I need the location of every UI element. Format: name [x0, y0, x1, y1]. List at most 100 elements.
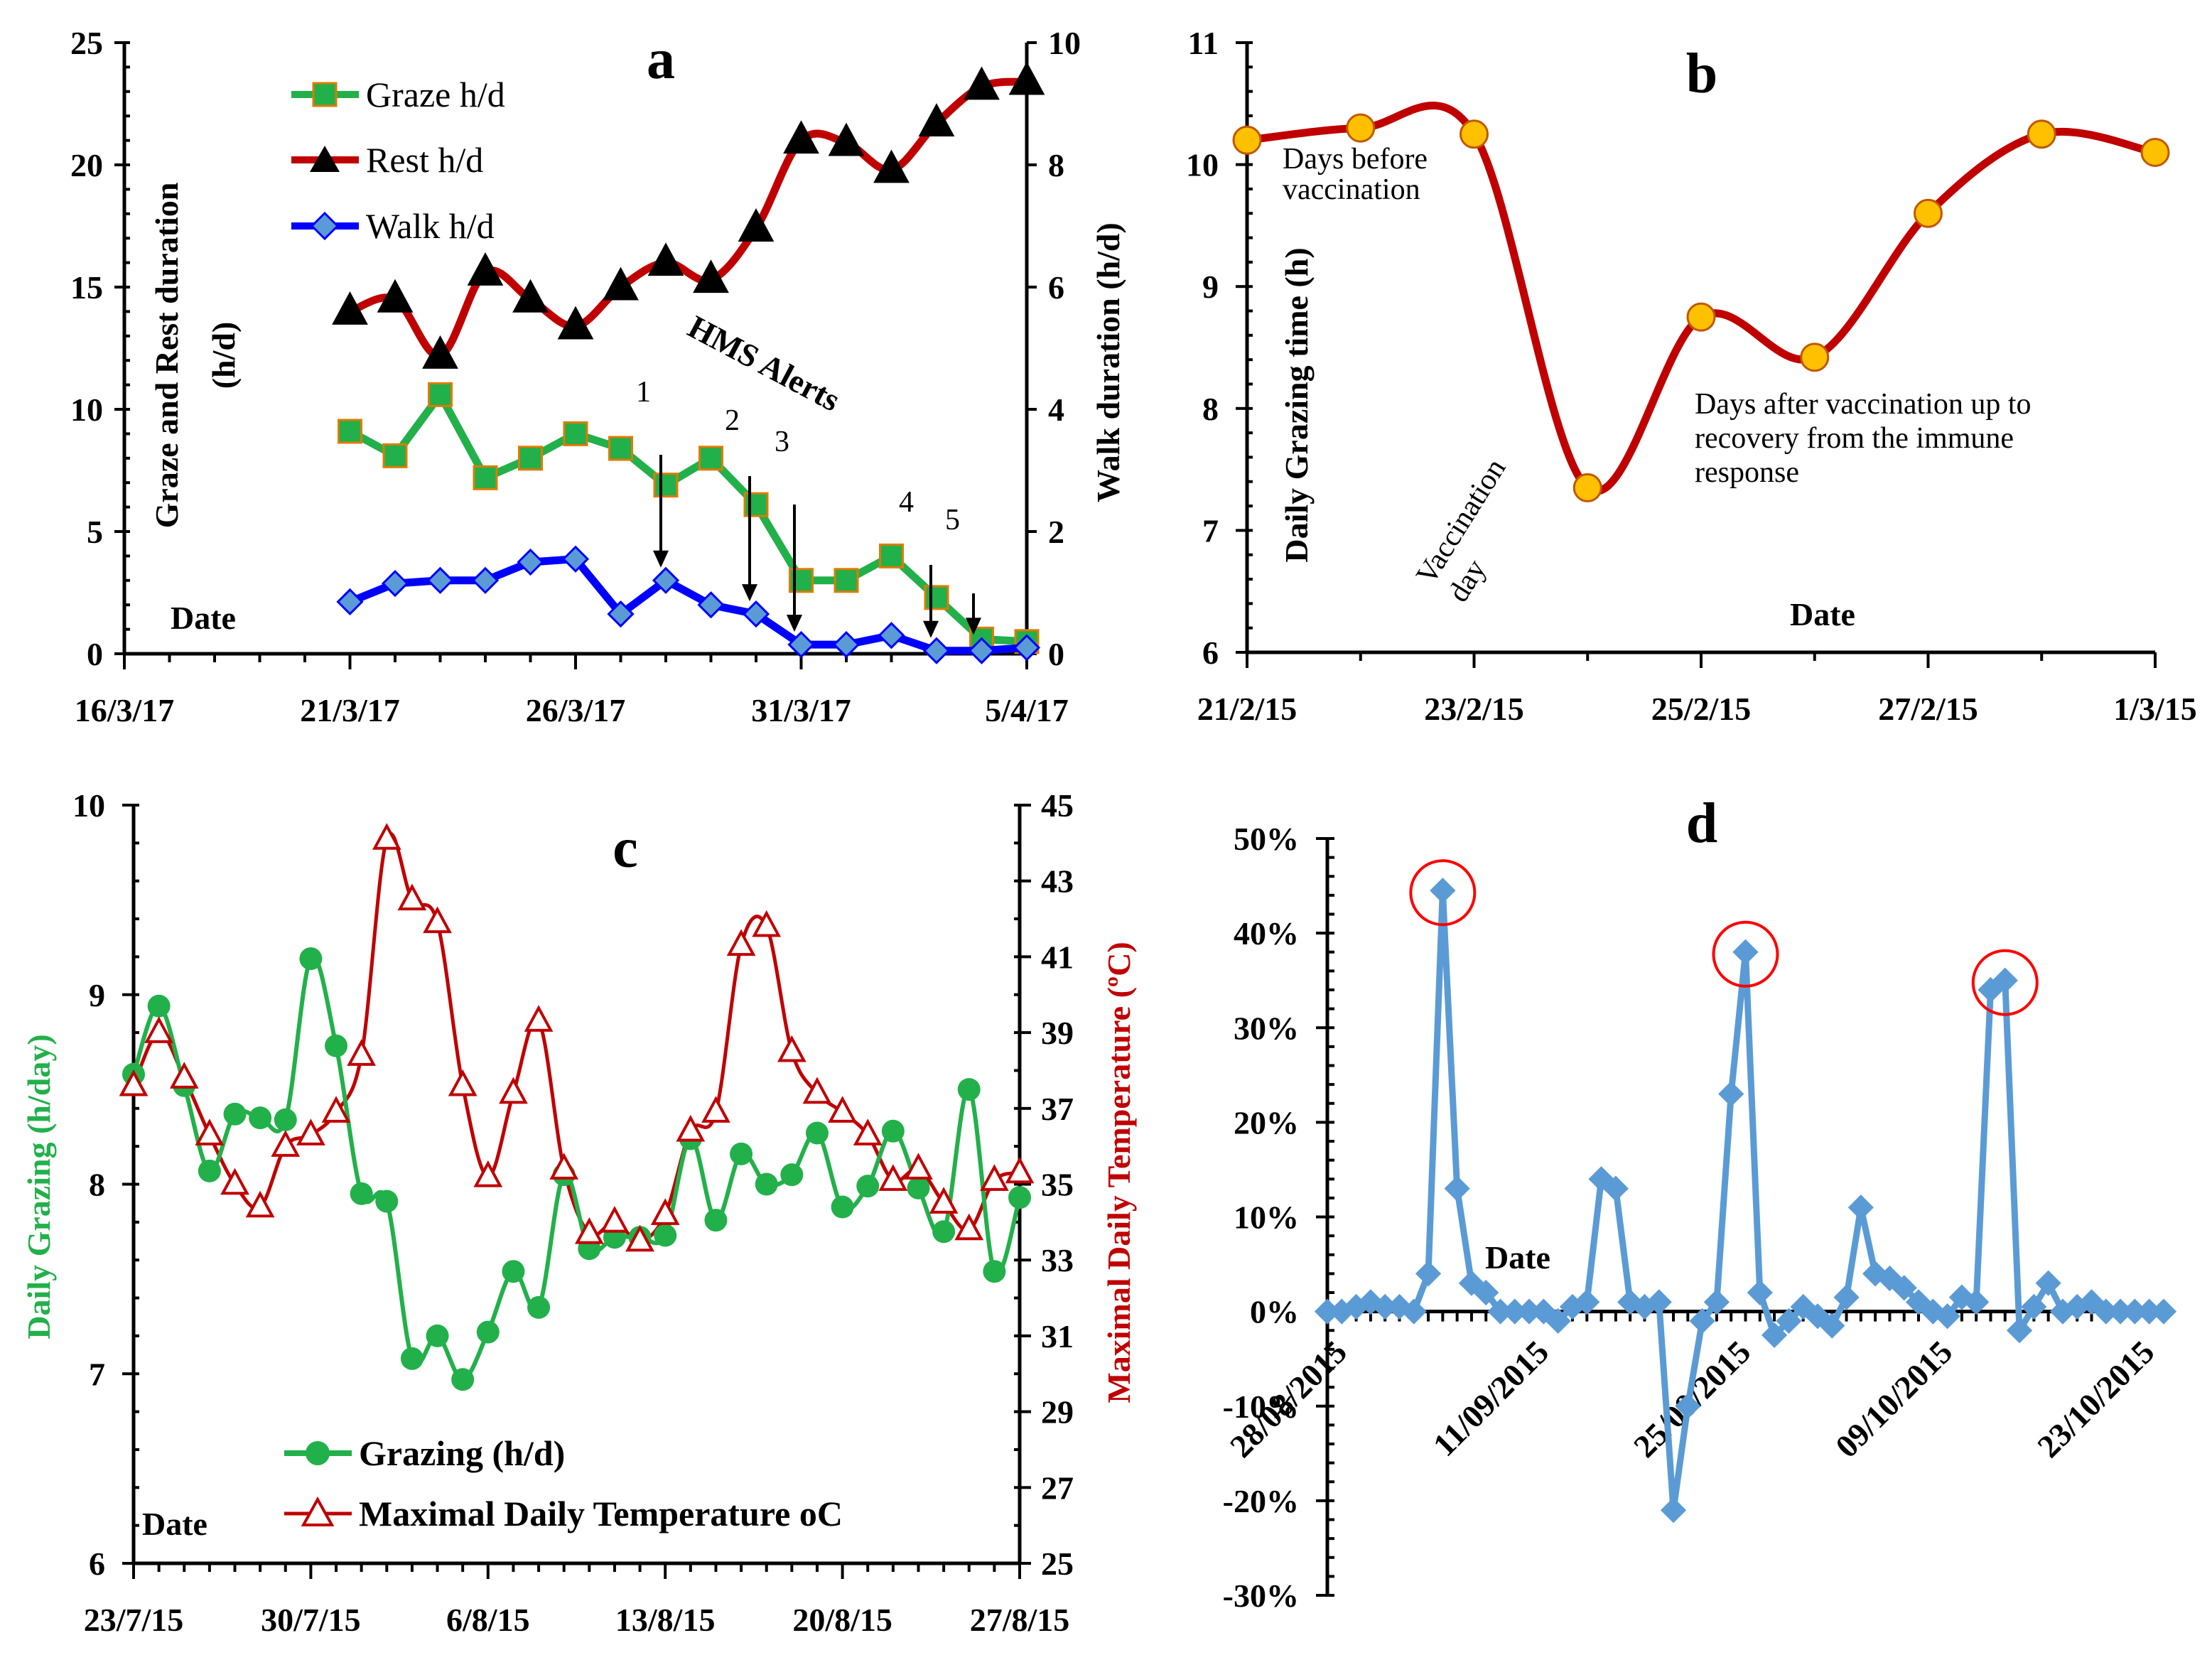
temperature-point: [802, 1077, 832, 1104]
deviation-point: [1819, 1312, 1845, 1339]
panel-a-xlabel: Date: [171, 600, 236, 636]
annot-before-2: vaccination: [1283, 173, 1420, 206]
panel-b-xlabel: Date: [1790, 596, 1855, 632]
panel-a-ylabel-right: Walk duration (h/d): [1090, 222, 1126, 502]
panel-a-xtick-label: 5/4/17: [985, 692, 1069, 728]
panel-c-ytick-right-label: 33: [1041, 1242, 1074, 1278]
rest-point: [377, 279, 414, 313]
panel-c-ytick-right-label: 39: [1041, 1015, 1074, 1051]
deviation-point: [1401, 1298, 1427, 1325]
rest-point: [964, 66, 1000, 100]
walk-point: [968, 637, 996, 664]
annot-after-1: Days after vaccination up to: [1695, 388, 2031, 421]
deviation-point: [2006, 1317, 2033, 1344]
temperature-point: [929, 1187, 959, 1214]
alert-arrow-head: [966, 618, 981, 635]
rest-point: [467, 252, 504, 286]
panel-c-ytick-right-label: 25: [1041, 1546, 1074, 1582]
panel-d-ytick-label: 0%: [1250, 1294, 1299, 1330]
panel-a-ytick-left-label: 15: [70, 269, 103, 306]
deviation-point: [1574, 1289, 1600, 1315]
walk-point: [878, 622, 905, 649]
panel-b-letter: b: [1686, 43, 1718, 105]
grazing-time-point: [2140, 137, 2170, 167]
grazing-time-point: [1800, 343, 1830, 372]
legend-rest-label: Rest h/d: [366, 140, 483, 180]
panel-a-ytick-right-label: 2: [1048, 514, 1064, 550]
temperature-point: [549, 1153, 579, 1180]
panel-b-chart: b 6 7 8 9 10 11 21/2/15 23/2/15 25/2/15 27/2/15 1/…: [1186, 25, 2197, 727]
walk-point: [471, 566, 500, 594]
rest-point: [603, 266, 639, 301]
temperature-point: [423, 906, 452, 934]
grazing-point: [755, 1172, 778, 1196]
alert-label-2: 2: [725, 404, 740, 437]
temperature-point: [878, 1164, 908, 1191]
grazing-time-point: [1686, 302, 1716, 332]
panel-a-xtick-label: 31/3/17: [751, 692, 851, 728]
grazing-time-point: [1346, 113, 1376, 143]
grazing-time-point: [1232, 125, 1262, 155]
rest-point: [512, 279, 549, 313]
panel-d-ytick-label: -30%: [1223, 1578, 1299, 1614]
graze-point: [608, 436, 633, 461]
graze-point: [428, 382, 453, 407]
alert-arrow-head: [923, 620, 939, 638]
grazing-point: [249, 1106, 272, 1130]
panel-d-ytick-label: -20%: [1223, 1483, 1299, 1519]
panel-d-ytick-label: 10%: [1234, 1200, 1299, 1236]
grazing-point: [1008, 1186, 1031, 1209]
panel-d-chart: d -30%-20%-10%0%10%20%30%40%50%28/08/201…: [1223, 792, 2177, 1614]
grazing-time-point: [1460, 119, 1489, 149]
grazing-point: [223, 1102, 247, 1126]
panel-a-ytick-left-label: 10: [70, 392, 103, 428]
temperature-point: [777, 1035, 806, 1062]
annot-after-2: recovery from the immune: [1695, 422, 2014, 455]
panel-a-xtick-label: 16/3/17: [75, 692, 175, 728]
peak-highlight-circle: [1409, 859, 1477, 927]
graze-point: [518, 446, 543, 471]
panel-c-xtick-label: 27/8/15: [970, 1602, 1070, 1638]
panel-a-ytick-right-label: 10: [1048, 25, 1081, 61]
temperature-point: [499, 1077, 528, 1104]
panel-b-ytick-label: 7: [1202, 512, 1219, 549]
rest-point: [1008, 61, 1045, 95]
grazing-point: [198, 1159, 221, 1182]
panel-d-xtick-label: 09/10/2015: [1828, 1334, 1959, 1465]
panel-a-letter: a: [647, 28, 675, 91]
walk-point: [1013, 634, 1041, 662]
walk-point: [652, 566, 680, 594]
rest-point: [918, 103, 955, 137]
temperature-point: [524, 1005, 554, 1032]
alert-arrow-head: [787, 615, 802, 632]
temperature-point: [574, 1217, 604, 1244]
grazing-time-point: [1572, 473, 1602, 502]
deviation-point: [1718, 1081, 1744, 1107]
temperature-point: [954, 1213, 984, 1241]
deviation-point: [1473, 1279, 1499, 1306]
temperature-point: [144, 1016, 173, 1043]
panel-c-legend: Grazing (h/d) Maximal Daily Temperature …: [284, 1433, 843, 1533]
panel-c-xtick-label: 23/7/15: [84, 1602, 184, 1638]
temperature-point: [1005, 1156, 1035, 1184]
panel-c-ytick-right-label: 41: [1041, 939, 1074, 975]
temperature-point: [752, 910, 782, 937]
deviation-point: [1675, 1393, 1701, 1419]
panel-a-xtick-label: 26/3/17: [526, 692, 626, 728]
grazing-line: [131, 954, 1022, 1382]
deviation-point: [1761, 1322, 1788, 1349]
deviation-point: [1703, 1289, 1730, 1315]
grazing-point: [502, 1260, 525, 1283]
temperature-point: [220, 1168, 249, 1195]
temperature-point: [245, 1190, 275, 1218]
deviation-point: [1602, 1175, 1629, 1202]
temperature-point: [980, 1164, 1009, 1191]
panel-a-alerts-title: HMS Alerts: [682, 308, 846, 419]
panel-c-ytick-left-label: 9: [89, 977, 105, 1013]
grazing-point: [856, 1175, 880, 1198]
temperature-point: [397, 883, 427, 911]
alert-label-5: 5: [945, 504, 960, 537]
temperature-point: [726, 929, 756, 956]
